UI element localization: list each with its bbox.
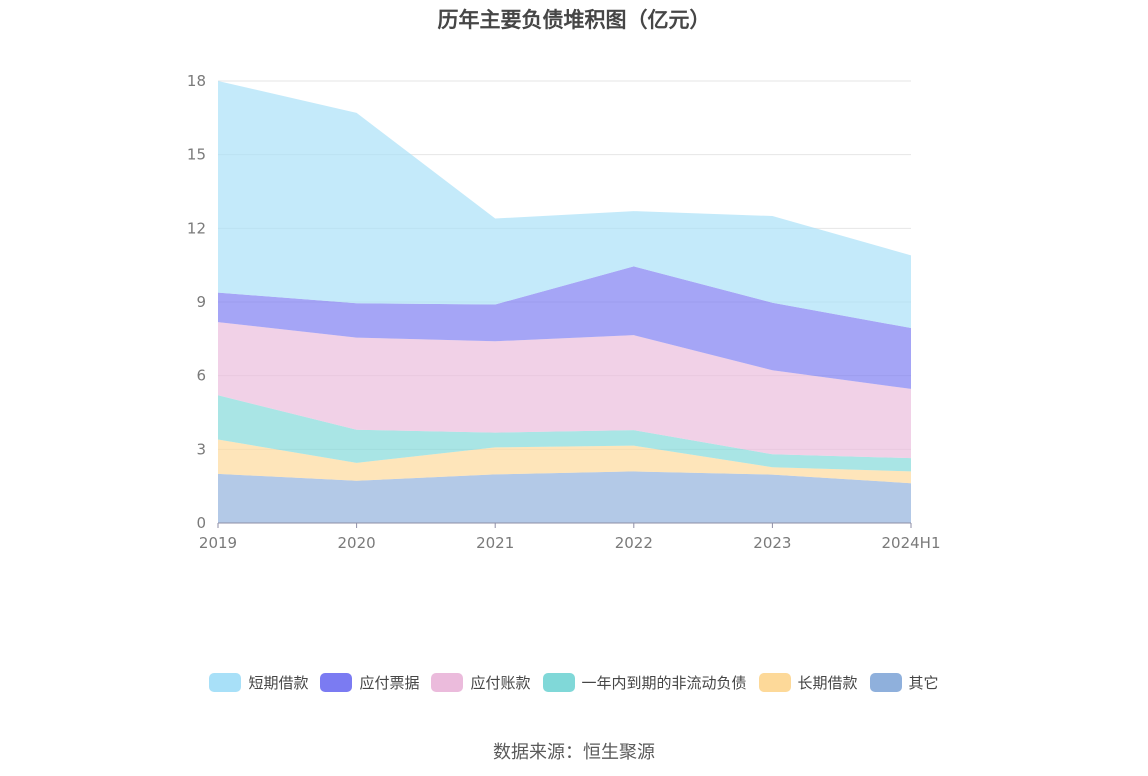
- series-area-应付票据: [218, 266, 911, 389]
- x-tick-label: 2020: [338, 534, 376, 552]
- legend-label: 应付账款: [470, 674, 531, 692]
- x-tick-label: 2021: [476, 534, 514, 552]
- axis-layer: 0 3 6 9 12 15 18 2019 2020 2021 2022 2023 2024H1: [187, 72, 941, 552]
- legend-label: 短期借款: [248, 674, 309, 692]
- y-tick-label: 0: [196, 514, 206, 532]
- x-tick-label: 2024H1: [882, 534, 941, 552]
- series-area-短期借款: [218, 81, 911, 329]
- y-tick-label: 3: [196, 440, 206, 458]
- legend-label: 一年内到期的非流动负债: [581, 674, 747, 692]
- legend-label: 应付票据: [359, 674, 420, 692]
- legend-swatch: [869, 673, 902, 692]
- legend-item[interactable]: 其它: [869, 672, 939, 693]
- legend-item[interactable]: 短期借款: [209, 672, 308, 693]
- y-tick-label: 15: [187, 146, 206, 164]
- chart-title: 历年主要负债堆积图（亿元）: [437, 8, 711, 32]
- legend-item[interactable]: 一年内到期的非流动负债: [542, 672, 747, 693]
- legend-swatch: [320, 673, 353, 692]
- legend: 短期借款 应付票据 应付账款 一年内到期的非流动负债 长期借款 其它: [0, 672, 1148, 693]
- legend-item[interactable]: 长期借款: [758, 672, 858, 693]
- legend-swatch: [431, 673, 464, 692]
- legend-item[interactable]: 应付票据: [320, 672, 419, 693]
- y-tick-label: 18: [187, 72, 206, 90]
- y-tick-label: 12: [187, 219, 206, 237]
- legend-item[interactable]: 应付账款: [431, 672, 531, 693]
- legend-label: 长期借款: [797, 674, 858, 692]
- x-tick-label: 2022: [615, 534, 653, 552]
- series-area-一年内到期的非流动负债: [218, 395, 911, 472]
- series-area-应付账款: [218, 322, 911, 459]
- legend-swatch: [758, 673, 791, 692]
- area-layer: [218, 81, 911, 523]
- legend-label: 其它: [908, 674, 939, 692]
- y-tick-label: 6: [196, 367, 206, 385]
- legend-swatch: [209, 673, 242, 692]
- x-tick-label: 2023: [753, 534, 791, 552]
- y-tick-label: 9: [196, 293, 206, 311]
- series-area-其它: [218, 471, 911, 523]
- source-note: 数据来源：恒生聚源: [493, 742, 655, 763]
- series-area-长期借款: [218, 439, 911, 484]
- x-tick-label: 2019: [199, 534, 237, 552]
- legend-swatch: [542, 673, 575, 692]
- chart-plot: 0 3 6 9 12 15 18 2019 2020 2021 2022 2023 2024H1: [187, 72, 941, 552]
